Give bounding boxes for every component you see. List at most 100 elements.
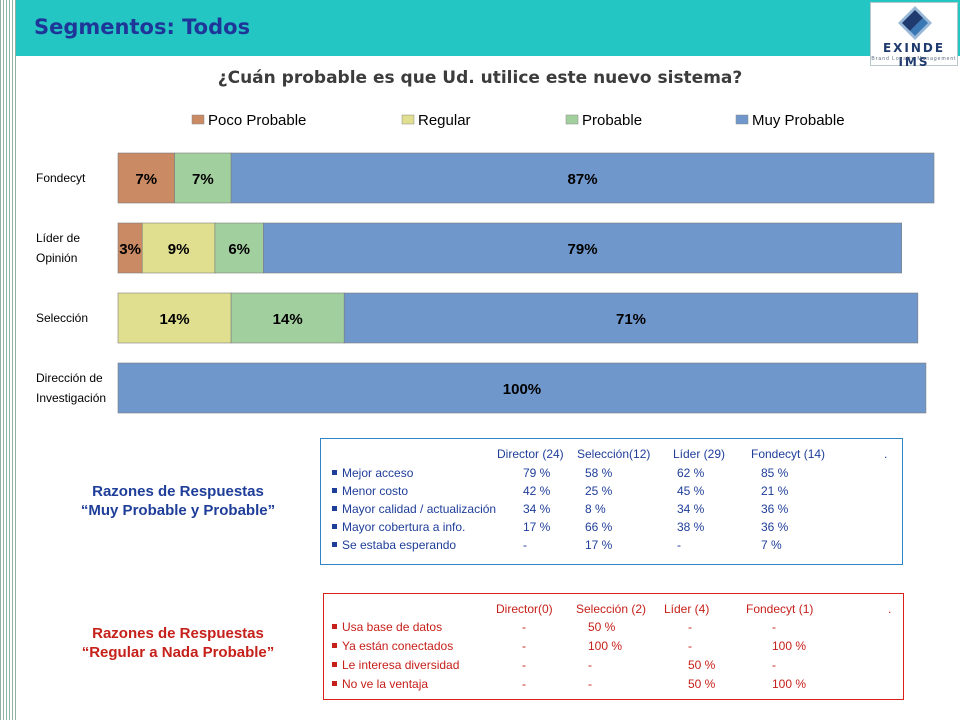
page-title: Segmentos: Todos bbox=[34, 15, 251, 39]
left-stripe-decoration bbox=[0, 0, 16, 720]
table-cell: 62 % bbox=[677, 466, 705, 480]
table-cell: 42 % bbox=[523, 484, 551, 498]
table-cell: 79 % bbox=[523, 466, 551, 480]
table-header-cell: Líder (29) bbox=[673, 447, 726, 461]
legend-swatch bbox=[401, 114, 415, 125]
table-cell: 8 % bbox=[585, 502, 606, 516]
bullet-icon bbox=[332, 542, 337, 547]
bullet-icon bbox=[332, 488, 337, 493]
bullet-icon bbox=[332, 624, 337, 629]
bar-segment bbox=[117, 362, 927, 414]
table-cell: 17 % bbox=[585, 538, 613, 552]
bar-segment bbox=[117, 152, 175, 204]
table-cell: - bbox=[677, 538, 681, 552]
legend-label: Poco Probable bbox=[208, 112, 306, 129]
table-cell: 21 % bbox=[761, 484, 789, 498]
table-header-cell: Fondecyt (14) bbox=[751, 447, 826, 461]
category-label: Opinión bbox=[36, 251, 77, 265]
legend-label: Probable bbox=[582, 112, 642, 129]
data-label: 14% bbox=[273, 311, 303, 328]
table-header-cell: Director (24) bbox=[497, 447, 564, 461]
category-label: Fondecyt bbox=[36, 171, 86, 185]
bullet-icon bbox=[332, 524, 337, 529]
table-cell: 17 % bbox=[523, 520, 551, 534]
table-cell: 100 % bbox=[772, 677, 807, 691]
table-header-cell: Selección(12) bbox=[577, 447, 651, 461]
data-label: 14% bbox=[160, 311, 190, 328]
legend-swatch bbox=[191, 114, 205, 125]
logo-text: EXINDE IMS bbox=[882, 41, 946, 69]
table-header-cell: Líder (4) bbox=[664, 602, 710, 616]
negative-reasons-title-line1: Razones de Respuestas bbox=[92, 625, 264, 642]
data-label: 3% bbox=[119, 241, 141, 258]
positive-reasons-title-line2: “Muy Probable y Probable” bbox=[80, 502, 276, 519]
data-label: 6% bbox=[228, 241, 250, 258]
data-label: 7% bbox=[135, 171, 157, 188]
bullet-icon bbox=[332, 470, 337, 475]
table-row-label: Usa base de datos bbox=[332, 620, 442, 634]
negative-reasons-title-line2: “Regular a Nada Probable” bbox=[81, 644, 275, 661]
data-label: 79% bbox=[568, 241, 598, 258]
bullet-icon bbox=[332, 643, 337, 648]
bar-segment bbox=[263, 222, 902, 274]
table-cell: - bbox=[522, 677, 526, 691]
positive-reasons-table: Director (24) Selección(12) Líder (29) Fond… bbox=[320, 438, 903, 565]
logo-diamond-icon bbox=[898, 6, 932, 40]
category-label: Dirección de bbox=[36, 371, 103, 385]
table-cell: 50 % bbox=[688, 677, 716, 691]
table-cell: - bbox=[588, 677, 592, 691]
table-cell: 7 % bbox=[761, 538, 782, 552]
table-cell: - bbox=[588, 658, 592, 672]
table-header-cell: . bbox=[888, 602, 892, 616]
bar-segment bbox=[141, 222, 216, 274]
logo-subtitle: Brand Loyalty Management bbox=[871, 56, 957, 62]
table-cell: - bbox=[688, 620, 692, 634]
table-cell: 50 % bbox=[688, 658, 716, 672]
category-label: Selección bbox=[36, 311, 88, 325]
table-cell: - bbox=[522, 620, 526, 634]
table-cell: - bbox=[522, 658, 526, 672]
legend-swatch bbox=[735, 114, 749, 125]
table-row-label: Menor costo bbox=[332, 484, 408, 498]
table-header-cell: . bbox=[884, 447, 888, 461]
category-label: Líder de bbox=[36, 231, 80, 245]
table-cell: 85 % bbox=[761, 466, 789, 480]
bar-segment bbox=[117, 292, 232, 344]
table-cell: 100 % bbox=[772, 639, 807, 653]
table-cell: 36 % bbox=[761, 502, 789, 516]
bar-segment bbox=[174, 152, 232, 204]
bar-segment bbox=[230, 152, 935, 204]
table-header-cell: Selección (2) bbox=[576, 602, 647, 616]
data-label: 100% bbox=[503, 381, 541, 398]
legend-swatch bbox=[565, 114, 579, 125]
table-cell: 34 % bbox=[677, 502, 705, 516]
data-label: 87% bbox=[568, 171, 598, 188]
negative-reasons-table: Director(0) Selección (2) Líder (4) Fondecy… bbox=[323, 593, 904, 700]
table-cell: 100 % bbox=[588, 639, 623, 653]
positive-reasons-title-line1: Razones de Respuestas bbox=[92, 483, 264, 500]
bar-segment bbox=[343, 292, 919, 344]
table-row-label: Mayor calidad / actualización bbox=[332, 502, 496, 516]
table-cell: - bbox=[772, 620, 776, 634]
table-cell: 36 % bbox=[761, 520, 789, 534]
category-label: Investigación bbox=[36, 391, 106, 405]
header-bar: Segmentos: Todos bbox=[16, 0, 960, 56]
table-cell: - bbox=[522, 639, 526, 653]
table-row-label: Mejor acceso bbox=[332, 466, 413, 480]
stacked-bar-chart: Poco Probable Regular Probable Muy Probable… bbox=[36, 112, 935, 414]
bar-segment bbox=[230, 292, 345, 344]
table-header-cell: Fondecyt (1) bbox=[746, 602, 814, 616]
data-label: 9% bbox=[168, 241, 190, 258]
table-row-label: Mayor cobertura a info. bbox=[332, 520, 465, 534]
legend-label: Regular bbox=[418, 112, 471, 129]
table-cell: 58 % bbox=[585, 466, 613, 480]
table-cell: 34 % bbox=[523, 502, 551, 516]
chart-title: ¿Cuán probable es que Ud. utilice este n… bbox=[217, 68, 743, 88]
table-cell: 50 % bbox=[588, 620, 616, 634]
table-row-label: No ve la ventaja bbox=[332, 677, 428, 691]
table-cell: 25 % bbox=[585, 484, 613, 498]
data-label: 71% bbox=[616, 311, 646, 328]
table-cell: 38 % bbox=[677, 520, 705, 534]
table-row-label: Le interesa diversidad bbox=[332, 658, 459, 672]
negative-reasons-title: Razones de Respuestas “Regular a Nada Pr… bbox=[38, 624, 318, 662]
